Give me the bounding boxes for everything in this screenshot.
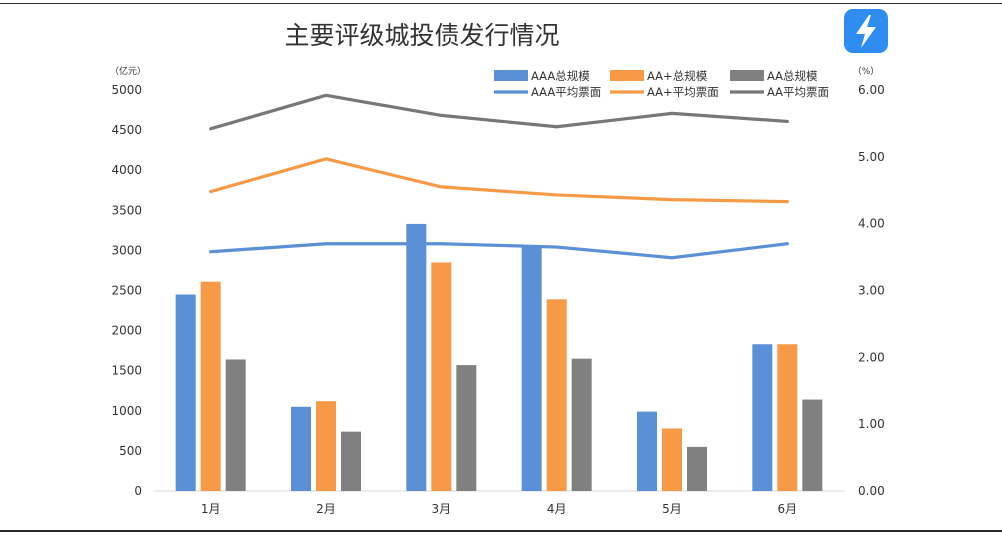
- left-tick-label: 5000: [111, 83, 142, 97]
- left-tick-label: 2000: [111, 324, 142, 338]
- bottom-border: [0, 530, 1002, 532]
- bar: [316, 401, 336, 491]
- bar: [752, 344, 773, 491]
- lightning-bolt-icon[interactable]: [844, 9, 888, 53]
- bar: [175, 294, 196, 491]
- bar: [225, 359, 246, 491]
- category-label: 6月: [778, 502, 798, 516]
- left-tick-label: 4500: [111, 123, 142, 137]
- chart-title: 主要评级城投债发行情况: [284, 21, 559, 50]
- bar: [406, 223, 427, 491]
- bar: [521, 245, 542, 491]
- bar: [571, 358, 592, 491]
- left-tick-label: 1500: [111, 364, 142, 378]
- category-label: 5月: [662, 502, 682, 516]
- bar: [456, 365, 477, 491]
- legend-label: AAA平均票面: [531, 85, 601, 99]
- right-tick-label: 6.00: [858, 83, 885, 97]
- left-tick-label: 3000: [111, 243, 142, 257]
- right-tick-label: 4.00: [858, 217, 885, 231]
- bar: [200, 281, 221, 491]
- legend-label: AAA总规模: [531, 69, 590, 83]
- right-tick-label: 0.00: [858, 484, 885, 498]
- top-border: [0, 3, 1002, 4]
- left-tick-label: 2500: [111, 284, 142, 298]
- series-line: [209, 242, 789, 260]
- bar: [662, 428, 682, 491]
- bar: [546, 299, 567, 491]
- category-label: 4月: [547, 502, 567, 516]
- left-tick-label: 1000: [111, 404, 142, 418]
- bar: [291, 406, 311, 491]
- category-label: 1月: [201, 502, 221, 516]
- bar: [637, 411, 657, 491]
- legend-label: AA总规模: [767, 69, 818, 83]
- series-line: [209, 93, 789, 131]
- legend-label: AA+总规模: [647, 69, 708, 83]
- right-tick-label: 3.00: [858, 284, 885, 298]
- bar: [802, 399, 823, 491]
- bar: [341, 431, 361, 491]
- left-tick-label: 4000: [111, 163, 142, 177]
- bar: [777, 344, 798, 491]
- bar: [431, 262, 452, 491]
- right-tick-label: 2.00: [858, 350, 885, 364]
- left-tick-label: 500: [119, 444, 142, 458]
- category-label: 3月: [432, 502, 452, 516]
- left-tick-label: 3500: [111, 203, 142, 217]
- left-tick-label: 0: [134, 484, 142, 498]
- category-label: 2月: [316, 502, 336, 516]
- bar: [687, 446, 707, 491]
- series-line: [209, 157, 789, 204]
- legend-swatch: [494, 70, 528, 81]
- legend-swatch: [730, 70, 764, 81]
- right-tick-label: 5.00: [858, 150, 885, 164]
- right-tick-label: 1.00: [858, 417, 885, 431]
- left-axis-unit: （亿元）: [110, 65, 146, 77]
- right-axis-unit: （%）: [853, 66, 880, 77]
- legend-label: AA平均票面: [767, 85, 829, 99]
- legend-label: AA+平均票面: [647, 85, 719, 99]
- legend-swatch: [610, 70, 644, 81]
